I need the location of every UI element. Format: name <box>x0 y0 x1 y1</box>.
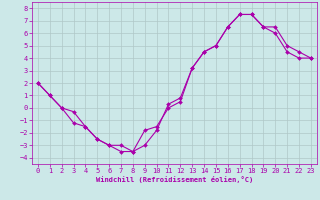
X-axis label: Windchill (Refroidissement éolien,°C): Windchill (Refroidissement éolien,°C) <box>96 176 253 183</box>
